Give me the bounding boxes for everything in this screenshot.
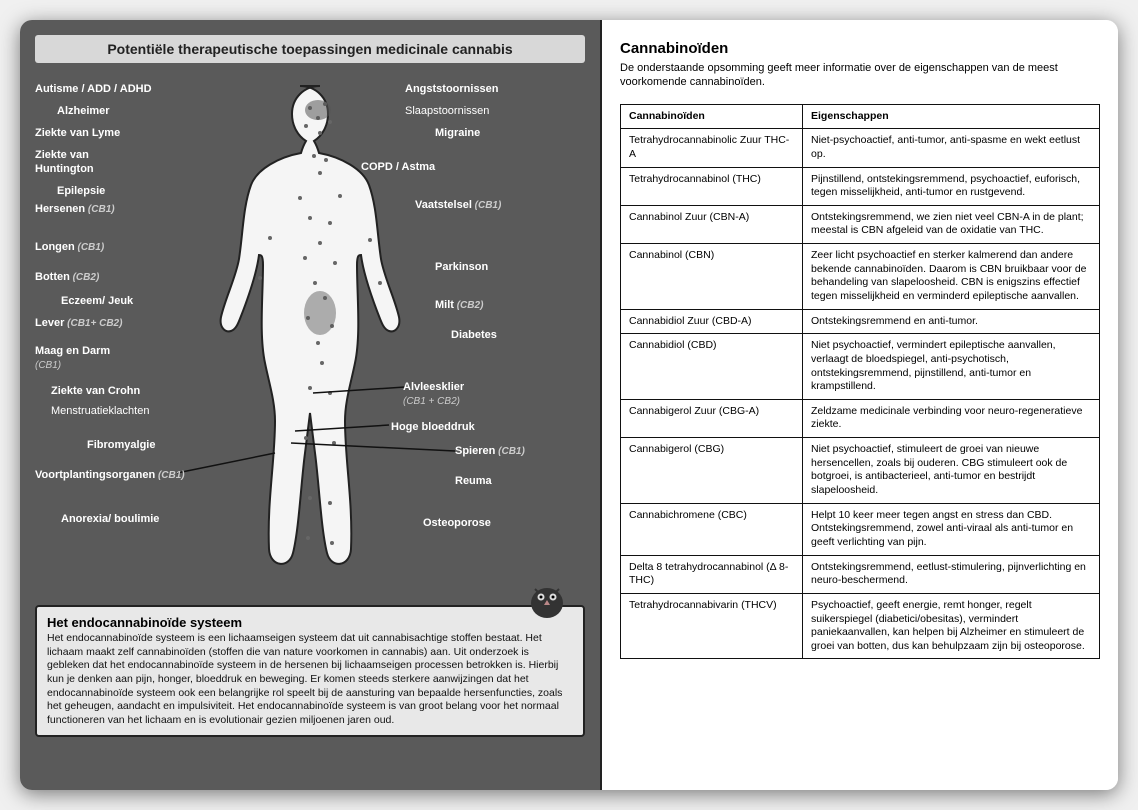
table-header-props: Eigenschappen (803, 104, 1100, 129)
left-title: Potentiële therapeutische toepassingen m… (35, 35, 585, 63)
table-row: Tetrahydrocannabinolic Zuur THC-ANiet-ps… (621, 129, 1100, 167)
table-row: Cannabidiol Zuur (CBD-A)Ontstekingsremme… (621, 309, 1100, 334)
body-label: Ziekte van Crohn (51, 385, 140, 398)
body-diagram: Autisme / ADD / ADHD Alzheimer Ziekte van … (35, 73, 585, 593)
left-panel: Potentiële therapeutische toepassingen m… (20, 20, 600, 790)
table-cell: Tetrahydrocannabivarin (THCV) (621, 593, 803, 659)
info-text: Het endocannabinoïde systeem is een lich… (47, 632, 573, 727)
body-label: Alzheimer (57, 105, 110, 118)
table-cell: Niet psychoactief, stimuleert de groei v… (803, 438, 1100, 504)
table-cell: Cannabigerol (CBG) (621, 438, 803, 504)
human-body-icon (210, 78, 430, 588)
body-label: Migraine (435, 127, 480, 140)
right-subtitle: De onderstaande opsomming geeft meer inf… (620, 61, 1100, 90)
body-label: Fibromyalgie (87, 439, 155, 452)
body-label: COPD / Astma (361, 161, 435, 174)
body-label: Eczeem/ Jeuk (61, 295, 133, 308)
table-cell: Zeer licht psychoactief en sterker kalme… (803, 244, 1100, 310)
body-label: Longen (CB1) (35, 241, 104, 254)
table-cell: Cannabidiol (CBD) (621, 334, 803, 400)
body-label: Menstruatieklachten (51, 405, 149, 418)
body-label: Angststoornissen (405, 83, 499, 96)
table-cell: Pijnstillend, ontstekingsremmend, psycho… (803, 167, 1100, 205)
body-label: Vaatstelsel (CB1) (415, 199, 501, 212)
body-label: Parkinson (435, 261, 488, 274)
body-label: Ziekte van Lyme (35, 127, 120, 140)
table-cell: Cannabidiol Zuur (CBD-A) (621, 309, 803, 334)
body-label: Reuma (455, 475, 492, 488)
table-cell: Delta 8 tetrahydrocannabinol (Δ 8-THC) (621, 555, 803, 593)
body-label: Huntington (35, 163, 94, 176)
body-label: Anorexia/ boulimie (61, 513, 159, 526)
body-label: Ziekte van (35, 149, 89, 162)
table-cell: Niet-psychoactief, anti-tumor, anti-spas… (803, 129, 1100, 167)
table-row: Tetrahydrocannabivarin (THCV)Psychoactie… (621, 593, 1100, 659)
table-cell: Cannabinol (CBN) (621, 244, 803, 310)
table-cell: Zeldzame medicinale verbinding voor neur… (803, 399, 1100, 437)
owl-icon (525, 577, 569, 621)
infographic-page: Potentiële therapeutische toepassingen m… (20, 20, 1118, 790)
body-label: Botten (CB2) (35, 271, 99, 284)
right-panel: Cannabinoïden De onderstaande opsomming … (600, 20, 1118, 790)
body-label: Hersenen (CB1) (35, 203, 115, 216)
table-row: Cannabigerol (CBG)Niet psychoactief, sti… (621, 438, 1100, 504)
table-cell: Ontstekingsremmend, eetlust-stimulering,… (803, 555, 1100, 593)
table-row: Cannabinol (CBN)Zeer licht psychoactief … (621, 244, 1100, 310)
info-title: Het endocannabinoïde systeem (47, 615, 573, 630)
table-row: Cannabinol Zuur (CBN-A)Ontstekingsremmen… (621, 205, 1100, 243)
table-header-name: Cannabinoïden (621, 104, 803, 129)
info-box: Het endocannabinoïde systeem Het endocan… (35, 605, 585, 737)
body-label: Lever (CB1+ CB2) (35, 317, 122, 330)
table-cell: Psychoactief, geeft energie, remt honger… (803, 593, 1100, 659)
table-row: Tetrahydrocannabinol (THC)Pijnstillend, … (621, 167, 1100, 205)
table-cell: Ontstekingsremmend en anti-tumor. (803, 309, 1100, 334)
table-row: Cannabidiol (CBD)Niet psychoactief, verm… (621, 334, 1100, 400)
table-cell: Niet psychoactief, vermindert epileptisc… (803, 334, 1100, 400)
body-label: Maag en Darm (35, 345, 110, 358)
table-cell: Helpt 10 keer meer tegen angst en stress… (803, 503, 1100, 555)
table-row: Delta 8 tetrahydrocannabinol (Δ 8-THC)On… (621, 555, 1100, 593)
body-label: Voortplantingsorganen (CB1) (35, 469, 185, 482)
body-label: (CB1) (35, 359, 61, 372)
body-label: (CB1 + CB2) (403, 395, 460, 408)
body-label: Epilepsie (57, 185, 105, 198)
table-cell: Cannabinol Zuur (CBN-A) (621, 205, 803, 243)
table-row: Cannabichromene (CBC)Helpt 10 keer meer … (621, 503, 1100, 555)
cannabinoid-table: Cannabinoïden Eigenschappen Tetrahydroca… (620, 104, 1100, 660)
body-label: Diabetes (451, 329, 497, 342)
table-cell: Cannabigerol Zuur (CBG-A) (621, 399, 803, 437)
body-label: Spieren (CB1) (455, 445, 525, 458)
table-cell: Ontstekingsremmend, we zien niet veel CB… (803, 205, 1100, 243)
body-label: Osteoporose (423, 517, 491, 530)
body-label: Alvleesklier (403, 381, 464, 394)
table-cell: Cannabichromene (CBC) (621, 503, 803, 555)
body-label: Slaapstoornissen (405, 105, 489, 118)
body-label: Autisme / ADD / ADHD (35, 83, 152, 96)
body-label: Hoge bloeddruk (391, 421, 475, 434)
table-cell: Tetrahydrocannabinolic Zuur THC-A (621, 129, 803, 167)
table-row: Cannabigerol Zuur (CBG-A)Zeldzame medici… (621, 399, 1100, 437)
right-title: Cannabinoïden (620, 40, 1100, 57)
body-label: Milt (CB2) (435, 299, 483, 312)
table-cell: Tetrahydrocannabinol (THC) (621, 167, 803, 205)
